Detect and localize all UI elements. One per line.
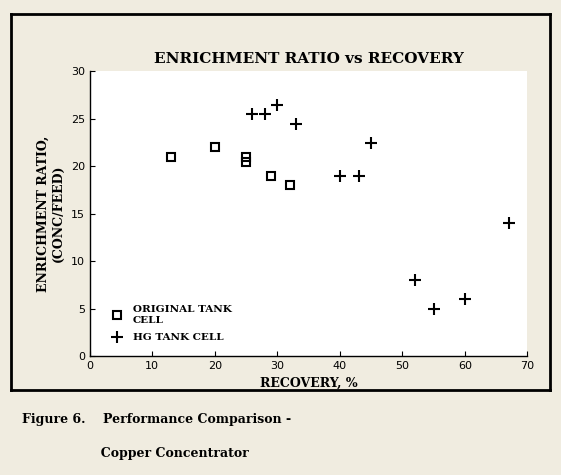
Legend: ORIGINAL TANK
CELL, HG TANK CELL: ORIGINAL TANK CELL, HG TANK CELL <box>104 302 235 345</box>
Text: Copper Concentrator: Copper Concentrator <box>22 446 249 459</box>
Y-axis label: ENRICHMENT RATIO,
(CONC/FEED): ENRICHMENT RATIO, (CONC/FEED) <box>37 135 65 292</box>
Title: ENRICHMENT RATIO vs RECOVERY: ENRICHMENT RATIO vs RECOVERY <box>154 52 463 66</box>
Text: Figure 6.    Performance Comparison -: Figure 6. Performance Comparison - <box>22 413 292 426</box>
X-axis label: RECOVERY, %: RECOVERY, % <box>260 377 357 389</box>
